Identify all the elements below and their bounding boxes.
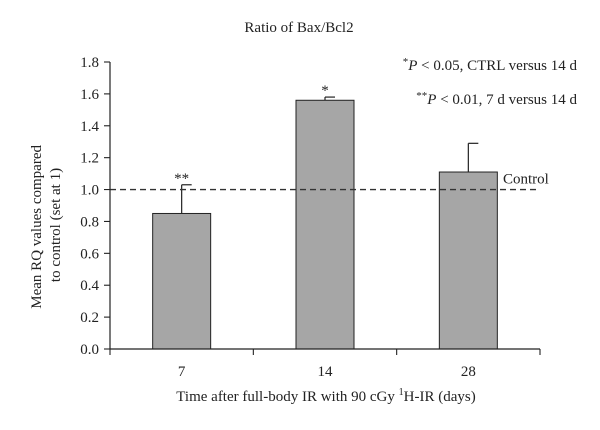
x-tick-label-14: 14 [318, 364, 334, 380]
x-axis-title-prefix: Time after full-body IR with 90 cGy [176, 389, 398, 405]
bar-14 [295, 99, 355, 350]
y-tick-label: 1.0 [80, 183, 99, 199]
y-tick-label: 0.2 [80, 310, 99, 326]
x-axis-title-suffix: H-IR (days) [404, 389, 476, 405]
x-axis-ticks: 7 14 28 [109, 349, 541, 380]
y-axis-title-line-2: to control (set at 1) [48, 168, 64, 282]
chart-title: Ratio of Bax/Bcl2 [244, 20, 353, 36]
bars: *** [152, 83, 498, 350]
x-axis-title-superscript: 1 [399, 387, 404, 398]
y-axis-title: Mean RQ values compared to control (set … [29, 141, 64, 308]
bar-7 [152, 212, 212, 350]
legend-marker-2: ** [416, 90, 427, 102]
legend-p-1: P [407, 58, 417, 74]
legend-marker-1: * [403, 56, 409, 68]
y-tick-label: 1.8 [80, 55, 99, 71]
x-tick-label-7: 7 [178, 364, 186, 380]
y-tick-label: 1.4 [80, 119, 99, 135]
y-tick-label: 1.6 [80, 87, 99, 103]
bar-28 [438, 171, 498, 350]
y-tick-label: 0.8 [80, 214, 99, 230]
significance-14: * [321, 83, 329, 99]
legend-p-2: P [426, 92, 436, 108]
y-tick-label: 1.2 [80, 151, 99, 167]
x-axis-title: Time after full-body IR with 90 cGy 1H-I… [176, 387, 475, 405]
y-tick-label: 0.0 [80, 342, 99, 358]
y-axis-ticks: 0.0 0.2 0.4 0.6 0.8 1.0 1.2 1.4 1.6 1.8 [80, 55, 110, 358]
legend-text-2: < 0.01, 7 d versus 14 d [436, 92, 577, 108]
significance-7: ** [174, 171, 189, 187]
y-tick-label: 0.6 [80, 246, 99, 262]
legend: *P < 0.05, CTRL versus 14 d **P < 0.01, … [403, 56, 578, 108]
legend-text-1: < 0.05, CTRL versus 14 d [417, 58, 577, 74]
x-tick-label-28: 28 [461, 364, 476, 380]
legend-entry-1: *P < 0.05, CTRL versus 14 d [403, 56, 578, 74]
legend-entry-2: **P < 0.01, 7 d versus 14 d [416, 90, 577, 108]
y-tick-label: 0.4 [80, 278, 99, 294]
control-label: Control [503, 172, 549, 188]
y-axis-title-line-1: Mean RQ values compared [29, 145, 45, 309]
